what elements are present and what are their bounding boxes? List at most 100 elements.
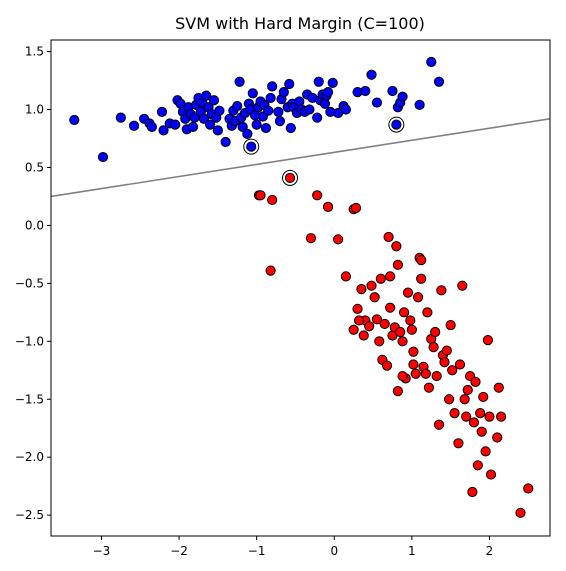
class-b-point	[375, 273, 386, 284]
class-a-point	[187, 121, 199, 133]
class-a-point	[158, 125, 169, 136]
class-b-point	[322, 201, 334, 212]
class-b-point	[447, 365, 458, 376]
class-b-point	[496, 411, 507, 422]
class-a-point	[237, 121, 248, 133]
class-a-point	[263, 105, 274, 116]
class-b-point	[492, 432, 503, 443]
class-b-point	[476, 426, 487, 437]
class-a-point	[273, 106, 284, 117]
class-b-point	[467, 486, 478, 498]
class-b-point	[484, 411, 495, 422]
class-a-point	[426, 56, 437, 68]
class-b-point	[444, 394, 455, 405]
class-a-point	[304, 104, 315, 115]
y-tick-label: −0.5	[15, 276, 44, 290]
class-a-point	[340, 104, 351, 115]
class-b-point	[482, 335, 494, 346]
class-b-point	[356, 284, 367, 295]
x-tick-label: −2	[170, 544, 188, 558]
data-points	[69, 56, 534, 518]
class-b-point	[408, 346, 419, 357]
class-b-point	[353, 315, 365, 326]
class-a-point	[274, 116, 286, 127]
class-b-point	[364, 321, 375, 332]
class-b-point	[436, 285, 447, 296]
class-b-point	[441, 345, 452, 356]
x-axis: −3 −2 −1 0 1 2	[93, 536, 494, 558]
class-a-point	[204, 119, 216, 130]
class-b-point	[408, 359, 419, 370]
decision-boundary-line	[51, 118, 550, 198]
class-b-point	[485, 469, 497, 480]
class-a-point	[322, 87, 334, 98]
class-a-point	[234, 76, 245, 87]
y-tick-label: −2.0	[15, 450, 44, 464]
class-b-point	[340, 271, 351, 282]
class-b-point	[381, 360, 393, 371]
class-a-point	[319, 98, 331, 109]
class-a-point	[115, 112, 126, 123]
class-a-point	[247, 88, 258, 99]
class-a-point	[284, 78, 295, 90]
class-b-point	[305, 233, 317, 244]
class-b-point	[371, 314, 383, 325]
class-b-point	[284, 172, 296, 184]
class-b-point	[383, 231, 394, 243]
support-vectors	[243, 116, 405, 186]
x-tick-label: 1	[408, 544, 416, 558]
class-b-point	[348, 324, 359, 335]
class-b-point	[449, 408, 460, 419]
class-b-point	[392, 386, 403, 397]
class-b-point	[352, 303, 363, 314]
class-b-point	[461, 411, 472, 422]
class-b-point	[439, 357, 450, 368]
class-a-point	[371, 97, 383, 108]
class-a-point	[156, 106, 168, 117]
class-b-point	[402, 287, 414, 298]
y-axis: −2.5 −2.0 −1.5 −1.0 −0.5 0.0 0.5 1.0 1.5	[15, 45, 51, 522]
class-a-point	[260, 122, 272, 134]
y-tick-label: 0.0	[25, 218, 44, 232]
class-b-point	[265, 265, 276, 276]
class-a-point	[360, 85, 371, 97]
class-b-point	[459, 394, 470, 405]
class-b-point	[453, 438, 464, 449]
class-b-point	[255, 190, 266, 201]
x-tick-label: 2	[486, 544, 494, 558]
class-b-point	[333, 234, 344, 245]
class-b-point	[416, 273, 427, 284]
class-b-point	[416, 255, 427, 266]
class-b-point	[475, 408, 486, 419]
class-b-point	[445, 319, 456, 331]
class-b-point	[472, 460, 483, 471]
y-tick-label: 0.5	[25, 160, 44, 174]
class-b-point	[428, 342, 439, 353]
class-b-point	[405, 315, 416, 326]
class-b-point	[433, 419, 445, 430]
class-b-point	[391, 241, 402, 252]
class-b-point	[515, 507, 526, 518]
class-a-point	[433, 76, 445, 87]
class-a-point	[232, 100, 243, 112]
class-a-point	[414, 99, 425, 110]
y-tick-label: −2.5	[15, 508, 44, 522]
class-b-point	[406, 324, 417, 335]
support-vector-ring	[388, 116, 405, 133]
class-b-point	[493, 382, 504, 393]
class-b-point	[267, 194, 278, 206]
class-b-point	[423, 382, 435, 393]
class-b-point	[379, 318, 390, 330]
class-a-point	[170, 119, 181, 130]
class-a-point	[201, 90, 212, 101]
class-b-point	[392, 259, 403, 270]
class-a-point	[69, 114, 80, 126]
chart-title: SVM with Hard Margin (C=100)	[175, 14, 425, 33]
class-b-point	[397, 336, 408, 347]
class-b-point	[399, 307, 410, 318]
class-a-point	[327, 77, 338, 88]
class-b-point	[395, 326, 406, 338]
class-a-point	[391, 119, 402, 130]
class-b-point	[480, 446, 491, 457]
